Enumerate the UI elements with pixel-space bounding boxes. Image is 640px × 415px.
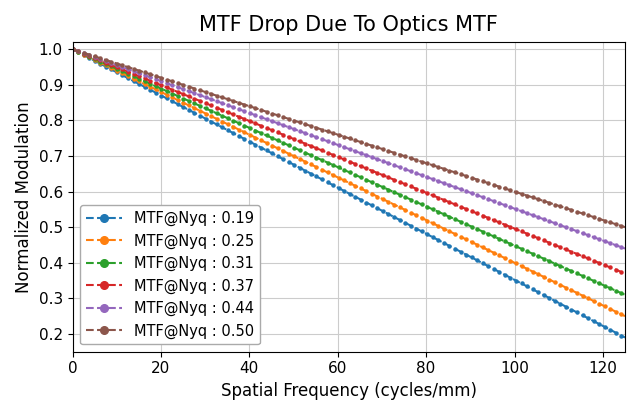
MTF@Nyq : 0.31: (74, 0.592): 0.31: (74, 0.592) <box>396 192 403 197</box>
MTF@Nyq : 0.44: (0, 1): 0.44: (0, 1) <box>68 47 76 52</box>
MTF@Nyq : 0.19: (74, 0.521): 0.19: (74, 0.521) <box>396 217 403 222</box>
Line: MTF@Nyq : 0.19: MTF@Nyq : 0.19 <box>71 48 627 339</box>
MTF@Nyq : 0.25: (125, 0.25): 0.25: (125, 0.25) <box>621 314 629 319</box>
MTF@Nyq : 0.44: (76.5, 0.657): 0.44: (76.5, 0.657) <box>407 169 415 174</box>
MTF@Nyq : 0.37: (76.5, 0.614): 0.37: (76.5, 0.614) <box>407 184 415 189</box>
Title: MTF Drop Due To Optics MTF: MTF Drop Due To Optics MTF <box>199 15 498 35</box>
MTF@Nyq : 0.25: (105, 0.368): 0.25: (105, 0.368) <box>534 272 542 277</box>
MTF@Nyq : 0.50: (125, 0.5): 0.50: (125, 0.5) <box>621 225 629 229</box>
MTF@Nyq : 0.19: (76.5, 0.504): 0.19: (76.5, 0.504) <box>407 223 415 228</box>
MTF@Nyq : 0.25: (0.418, 0.997): 0.25: (0.418, 0.997) <box>70 48 78 53</box>
MTF@Nyq : 0.19: (113, 0.266): 0.19: (113, 0.266) <box>570 308 577 313</box>
MTF@Nyq : 0.50: (0, 1): 0.50: (0, 1) <box>68 47 76 52</box>
MTF@Nyq : 0.25: (76.5, 0.541): 0.25: (76.5, 0.541) <box>407 210 415 215</box>
MTF@Nyq : 0.37: (74.4, 0.625): 0.37: (74.4, 0.625) <box>397 180 405 185</box>
MTF@Nyq : 0.44: (74.4, 0.667): 0.44: (74.4, 0.667) <box>397 166 405 171</box>
MTF@Nyq : 0.50: (105, 0.579): 0.50: (105, 0.579) <box>534 197 542 202</box>
X-axis label: Spatial Frequency (cycles/mm): Spatial Frequency (cycles/mm) <box>221 382 477 400</box>
MTF@Nyq : 0.37: (105, 0.469): 0.37: (105, 0.469) <box>534 236 542 241</box>
MTF@Nyq : 0.31: (76.5, 0.578): 0.31: (76.5, 0.578) <box>407 197 415 202</box>
MTF@Nyq : 0.19: (105, 0.317): 0.19: (105, 0.317) <box>534 290 542 295</box>
MTF@Nyq : 0.50: (0.418, 0.998): 0.50: (0.418, 0.998) <box>70 47 78 52</box>
MTF@Nyq : 0.19: (0.418, 0.997): 0.19: (0.418, 0.997) <box>70 48 78 53</box>
MTF@Nyq : 0.25: (74.4, 0.554): 0.25: (74.4, 0.554) <box>397 206 405 211</box>
MTF@Nyq : 0.31: (113, 0.375): 0.31: (113, 0.375) <box>570 269 577 274</box>
Line: MTF@Nyq : 0.37: MTF@Nyq : 0.37 <box>71 48 627 275</box>
MTF@Nyq : 0.31: (125, 0.31): 0.31: (125, 0.31) <box>621 292 629 297</box>
MTF@Nyq : 0.31: (0.418, 0.998): 0.31: (0.418, 0.998) <box>70 48 78 53</box>
MTF@Nyq : 0.37: (125, 0.37): 0.37: (125, 0.37) <box>621 271 629 276</box>
Legend: MTF@Nyq : 0.19, MTF@Nyq : 0.25, MTF@Nyq : 0.31, MTF@Nyq : 0.37, MTF@Nyq : 0.44, : MTF@Nyq : 0.19, MTF@Nyq : 0.25, MTF@Nyq … <box>80 205 260 344</box>
MTF@Nyq : 0.25: (113, 0.32): 0.25: (113, 0.32) <box>570 289 577 294</box>
MTF@Nyq : 0.37: (0.418, 0.998): 0.37: (0.418, 0.998) <box>70 47 78 52</box>
MTF@Nyq : 0.19: (0, 1): 0.19: (0, 1) <box>68 47 76 52</box>
MTF@Nyq : 0.44: (74, 0.668): 0.44: (74, 0.668) <box>396 165 403 170</box>
MTF@Nyq : 0.50: (74, 0.704): 0.50: (74, 0.704) <box>396 152 403 157</box>
Line: MTF@Nyq : 0.50: MTF@Nyq : 0.50 <box>71 48 627 229</box>
MTF@Nyq : 0.25: (74, 0.556): 0.25: (74, 0.556) <box>396 205 403 210</box>
Line: MTF@Nyq : 0.25: MTF@Nyq : 0.25 <box>71 48 627 317</box>
Line: MTF@Nyq : 0.44: MTF@Nyq : 0.44 <box>71 48 627 250</box>
MTF@Nyq : 0.31: (105, 0.418): 0.31: (105, 0.418) <box>534 254 542 259</box>
Line: MTF@Nyq : 0.31: MTF@Nyq : 0.31 <box>71 48 627 296</box>
MTF@Nyq : 0.37: (0, 1): 0.37: (0, 1) <box>68 47 76 52</box>
MTF@Nyq : 0.44: (125, 0.44): 0.44: (125, 0.44) <box>621 246 629 251</box>
MTF@Nyq : 0.44: (0.418, 0.998): 0.44: (0.418, 0.998) <box>70 47 78 52</box>
MTF@Nyq : 0.25: (0, 1): 0.25: (0, 1) <box>68 47 76 52</box>
MTF@Nyq : 0.50: (74.4, 0.702): 0.50: (74.4, 0.702) <box>397 153 405 158</box>
MTF@Nyq : 0.19: (125, 0.19): 0.19: (125, 0.19) <box>621 335 629 340</box>
MTF@Nyq : 0.31: (74.4, 0.589): 0.31: (74.4, 0.589) <box>397 193 405 198</box>
MTF@Nyq : 0.50: (76.5, 0.694): 0.50: (76.5, 0.694) <box>407 156 415 161</box>
MTF@Nyq : 0.37: (113, 0.429): 0.37: (113, 0.429) <box>570 250 577 255</box>
MTF@Nyq : 0.44: (105, 0.528): 0.44: (105, 0.528) <box>534 215 542 220</box>
MTF@Nyq : 0.44: (113, 0.492): 0.44: (113, 0.492) <box>570 227 577 232</box>
Y-axis label: Normalized Modulation: Normalized Modulation <box>15 101 33 293</box>
MTF@Nyq : 0.50: (113, 0.547): 0.50: (113, 0.547) <box>570 208 577 213</box>
MTF@Nyq : 0.19: (74.4, 0.518): 0.19: (74.4, 0.518) <box>397 218 405 223</box>
MTF@Nyq : 0.37: (74, 0.627): 0.37: (74, 0.627) <box>396 179 403 184</box>
MTF@Nyq : 0.31: (0, 1): 0.31: (0, 1) <box>68 47 76 52</box>
